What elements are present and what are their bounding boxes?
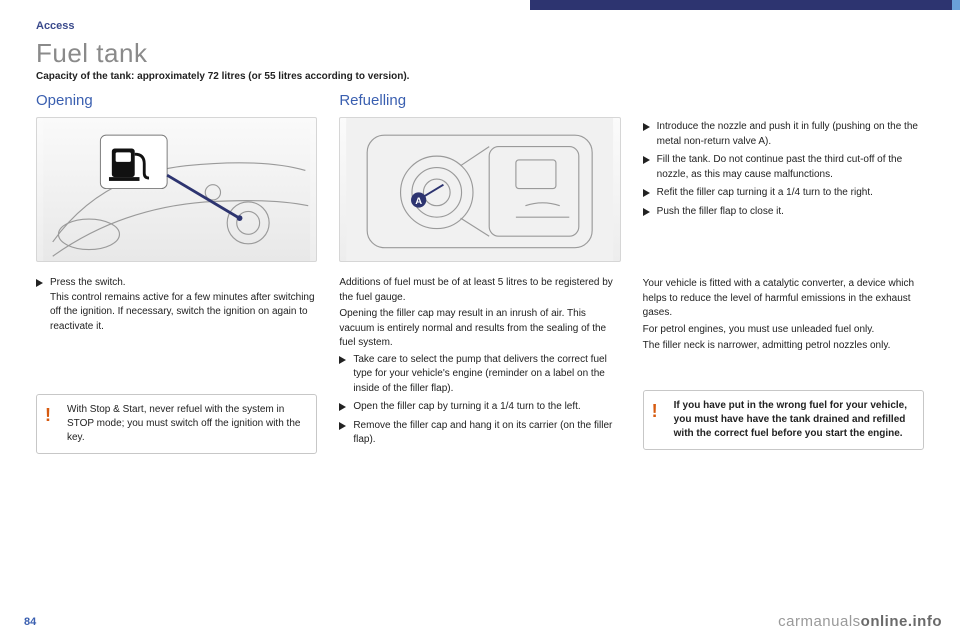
list-item: Refit the filler cap turning it a 1/4 tu… (643, 186, 924, 201)
info-para: The filler neck is narrower, admitting p… (643, 339, 924, 354)
list-item: Take care to select the pump that delive… (339, 353, 620, 397)
list-item-text: This control remains active for a few mi… (50, 292, 315, 332)
list-item-text: Press the switch. (50, 277, 126, 288)
column-refuelling: Refuelling (339, 92, 620, 454)
list-item-text: Refit the filler cap turning it a 1/4 tu… (657, 187, 873, 198)
columns: Opening (36, 92, 924, 454)
watermark-part: online.info (861, 613, 942, 630)
illustration-opening (36, 117, 317, 262)
list-item-text: Fill the tank. Do not continue past the … (657, 154, 903, 180)
list-item-text: Open the filler cap by turning it a 1/4 … (353, 401, 580, 412)
section-label: Access (36, 20, 924, 32)
continue-list: Introduce the nozzle and push it in full… (643, 120, 924, 219)
list-item-text: Push the filler flap to close it. (657, 206, 784, 217)
notice-wrong-fuel: ! If you have put in the wrong fuel for … (643, 390, 924, 450)
page-subtitle: Capacity of the tank: approximately 72 l… (36, 71, 924, 82)
marker-a-label: A (416, 196, 423, 207)
list-item: Fill the tank. Do not continue past the … (643, 153, 924, 182)
page-title: Fuel tank (36, 38, 924, 69)
notice-text: With Stop & Start, never refuel with the… (67, 404, 300, 443)
warning-icon: ! (652, 399, 658, 424)
page-number: 84 (24, 616, 36, 628)
dashboard-switch-illustration (37, 118, 316, 261)
header-accent-bar (530, 0, 960, 10)
fuel-flap-illustration: A (340, 118, 619, 261)
list-item-text: Remove the filler cap and hang it on its… (353, 420, 612, 446)
list-item-text: Take care to select the pump that delive… (353, 354, 606, 394)
refuelling-para: Additions of fuel must be of at least 5 … (339, 276, 620, 305)
column-notes: Introduce the nozzle and push it in full… (643, 92, 924, 454)
watermark: carmanualsonline.info (778, 613, 942, 630)
notice-text: If you have put in the wrong fuel for yo… (674, 400, 907, 439)
opening-list: Press the switch. This control remains a… (36, 276, 317, 334)
info-para: Your vehicle is fitted with a catalytic … (643, 277, 924, 321)
list-item: Remove the filler cap and hang it on its… (339, 419, 620, 448)
refuelling-list: Take care to select the pump that delive… (339, 353, 620, 448)
notice-stop-start: ! With Stop & Start, never refuel with t… (36, 394, 317, 454)
warning-icon: ! (45, 403, 51, 428)
list-item: Press the switch. This control remains a… (36, 276, 317, 334)
list-item: Open the filler cap by turning it a 1/4 … (339, 400, 620, 415)
list-item-text: Introduce the nozzle and push it in full… (657, 121, 918, 147)
list-item: Push the filler flap to close it. (643, 205, 924, 220)
heading-opening: Opening (36, 92, 317, 109)
info-para: For petrol engines, you must use unleade… (643, 323, 924, 338)
column-opening: Opening (36, 92, 317, 454)
manual-page: Access Fuel tank Capacity of the tank: a… (0, 0, 960, 640)
refuelling-para: Opening the filler cap may result in an … (339, 307, 620, 351)
illustration-refuelling: A (339, 117, 620, 262)
heading-refuelling: Refuelling (339, 92, 620, 109)
watermark-part: carmanuals (778, 613, 861, 630)
list-item: Introduce the nozzle and push it in full… (643, 120, 924, 149)
